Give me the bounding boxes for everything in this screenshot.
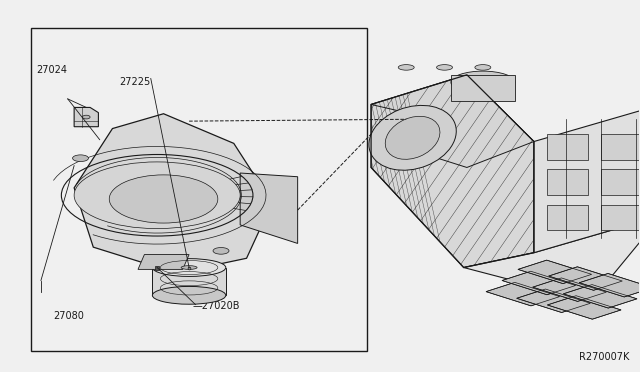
Bar [601,205,640,231]
Polygon shape [464,216,640,301]
Text: 27080: 27080 [53,311,84,321]
Ellipse shape [109,175,218,223]
Ellipse shape [369,105,456,170]
Ellipse shape [385,116,440,159]
Polygon shape [138,254,189,269]
Ellipse shape [72,155,88,161]
Polygon shape [152,267,226,295]
Polygon shape [371,75,534,267]
Ellipse shape [451,71,515,93]
Bar [547,205,588,231]
Polygon shape [534,105,640,253]
Bar [547,134,588,160]
Ellipse shape [83,115,90,119]
Ellipse shape [436,65,452,70]
Ellipse shape [152,259,226,276]
Bar [31,29,367,351]
Bar [601,169,640,195]
Text: —27020B: —27020B [192,301,240,311]
Polygon shape [579,273,640,297]
Polygon shape [563,285,637,308]
Polygon shape [516,289,590,312]
Text: 27024: 27024 [36,65,67,75]
Polygon shape [518,260,591,283]
Text: R270007K: R270007K [579,352,630,362]
Text: 27225: 27225 [119,77,150,87]
Polygon shape [74,114,272,273]
Bar [601,134,640,160]
Polygon shape [486,282,560,306]
Polygon shape [240,173,298,243]
Polygon shape [502,271,576,295]
Polygon shape [548,267,622,290]
Bar [451,75,515,101]
Ellipse shape [213,247,229,254]
Polygon shape [547,296,621,319]
Polygon shape [74,108,99,127]
Ellipse shape [152,286,226,304]
Ellipse shape [181,266,197,269]
Ellipse shape [398,65,414,70]
Ellipse shape [475,65,491,70]
Bar [547,169,588,195]
Ellipse shape [74,162,240,229]
Polygon shape [532,278,606,301]
Polygon shape [371,75,534,167]
